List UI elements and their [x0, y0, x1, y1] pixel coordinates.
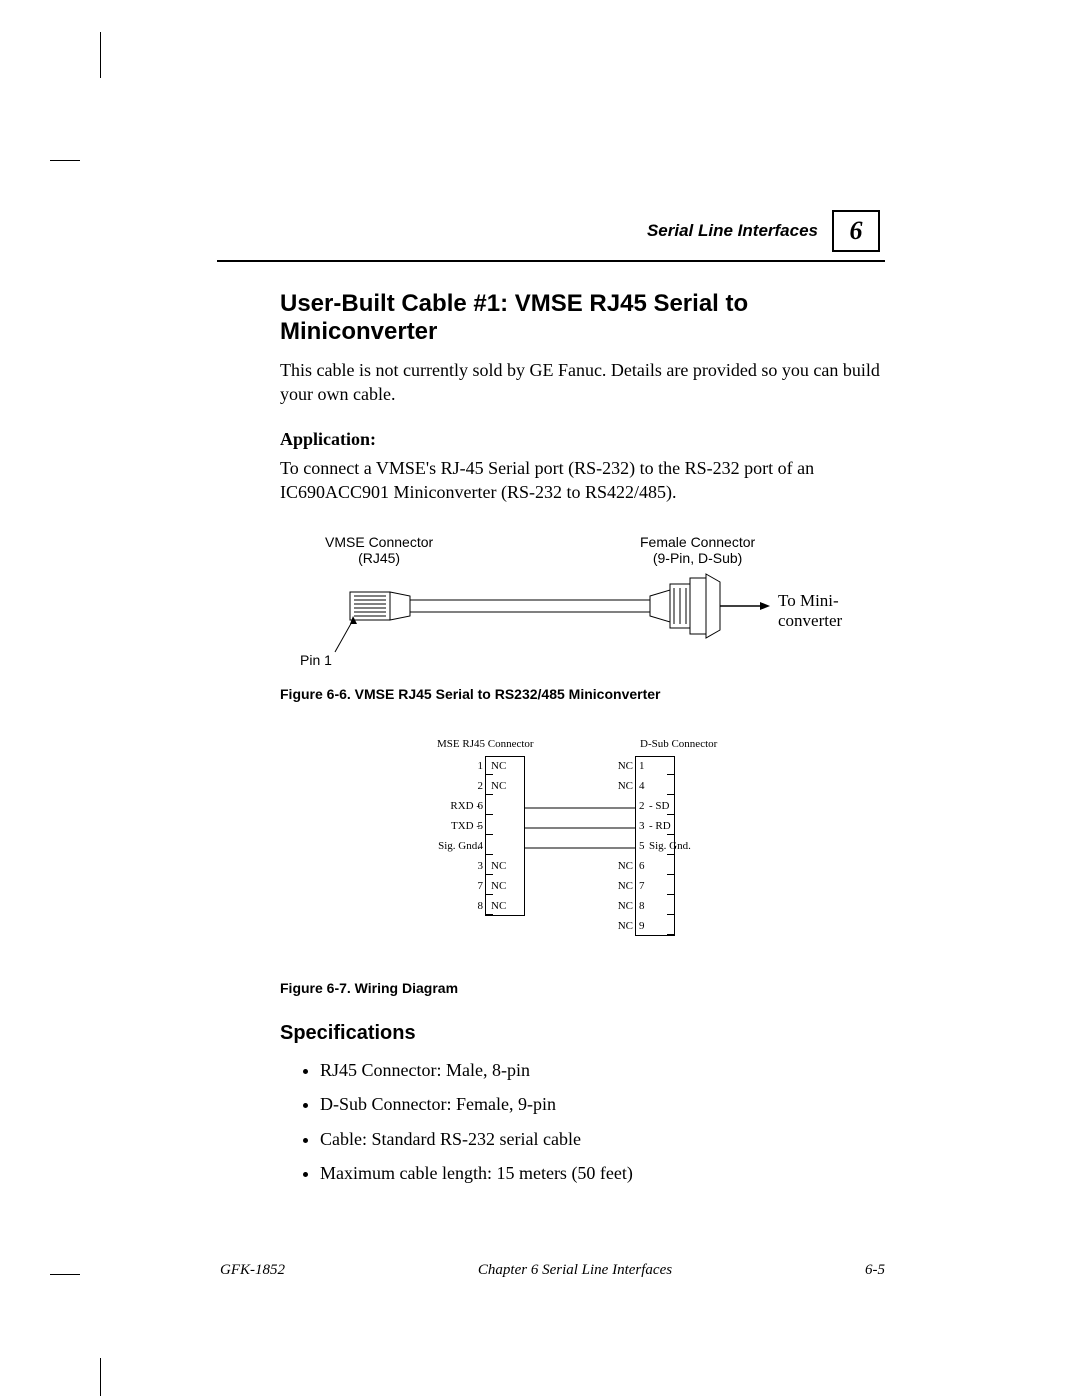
spec-item: RJ45 Connector: Male, 8-pin: [320, 1053, 890, 1087]
pin1-label: Pin 1: [300, 652, 332, 668]
cable-diagram: VMSE Connector (RJ45) Female Connector (…: [300, 534, 880, 674]
wiring-right-suffix: - SD: [649, 800, 669, 812]
wiring-right-label: NC: [613, 880, 633, 892]
wiring-tick: [667, 874, 675, 875]
wiring-tick: [667, 774, 675, 775]
wiring-left-pin: 5: [473, 820, 483, 832]
section-title: User-Built Cable #1: VMSE RJ45 Serial to…: [280, 290, 890, 346]
wiring-right-label: NC: [613, 920, 633, 932]
wiring-left-pin: 6: [473, 800, 483, 812]
application-label: Application:: [280, 429, 890, 450]
wiring-left-pin: 7: [473, 880, 483, 892]
wiring-right-pin: 1: [639, 760, 645, 772]
crop-mark: [50, 1274, 80, 1275]
wiring-right-pin: 8: [639, 900, 645, 912]
application-text: To connect a VMSE's RJ-45 Serial port (R…: [280, 456, 890, 505]
wiring-left-label: NC: [491, 860, 506, 872]
spec-item: Maximum cable length: 15 meters (50 feet…: [320, 1156, 890, 1190]
page-root: Serial Line Interfaces 6 User-Built Cabl…: [0, 0, 1080, 1397]
wiring-tick: [485, 834, 493, 835]
wiring-tick: [667, 914, 675, 915]
wiring-right-pin: 2: [639, 800, 645, 812]
to-mini-l2: converter: [778, 611, 842, 630]
crop-mark: [100, 32, 101, 78]
spec-item: D-Sub Connector: Female, 9-pin: [320, 1087, 890, 1121]
wiring-tick: [667, 794, 675, 795]
wiring-diagram: MSE RJ45 Connector D-Sub Connector 1NC2N…: [385, 738, 785, 968]
wiring-right-pin: 6: [639, 860, 645, 872]
wiring-tick: [485, 914, 493, 915]
chapter-number: 6: [850, 216, 863, 246]
wiring-tick: [485, 774, 493, 775]
spec-list: RJ45 Connector: Male, 8-pinD-Sub Connect…: [280, 1053, 890, 1190]
footer: GFK-1852 Chapter 6 Serial Line Interface…: [220, 1262, 885, 1279]
wiring-right-label: NC: [613, 900, 633, 912]
wiring-left-label: NC: [491, 880, 506, 892]
wiring-right-pin: 3: [639, 820, 645, 832]
wiring-left-pin: 3: [473, 860, 483, 872]
wiring-left-label: NC: [491, 900, 506, 912]
chapter-title: Serial Line Interfaces: [647, 221, 818, 241]
wiring-tick: [485, 854, 493, 855]
wiring-right-suffix: Sig. Gnd.: [649, 840, 691, 852]
wiring-right-label: NC: [613, 860, 633, 872]
wiring-right-label: NC: [613, 780, 633, 792]
figure-6-7-caption: Figure 6-7. Wiring Diagram: [280, 980, 890, 996]
specs-heading: Specifications: [280, 1022, 890, 1045]
chapter-number-box: 6: [832, 210, 880, 252]
wiring-right-pin: 4: [639, 780, 645, 792]
wiring-left-prefix: RXD -: [400, 800, 480, 812]
wiring-right-title: D-Sub Connector: [640, 738, 717, 750]
spec-item: Cable: Standard RS-232 serial cable: [320, 1122, 890, 1156]
wiring-right-pin: 5: [639, 840, 645, 852]
wiring-tick: [667, 894, 675, 895]
wiring-right-suffix: - RD: [649, 820, 671, 832]
wiring-left-pin: 8: [473, 900, 483, 912]
footer-left: GFK-1852: [220, 1262, 285, 1279]
wiring-tick: [485, 874, 493, 875]
wiring-tick: [485, 894, 493, 895]
wiring-svg: [385, 738, 785, 968]
wiring-tick: [667, 934, 675, 935]
figure-6-6-caption: Figure 6-6. VMSE RJ45 Serial to RS232/48…: [280, 686, 890, 702]
wiring-left-prefix: TXD -: [400, 820, 480, 832]
crop-mark: [100, 1358, 101, 1396]
header-rule: [217, 260, 885, 262]
footer-right: 6-5: [865, 1262, 885, 1279]
chapter-header: Serial Line Interfaces 6: [0, 210, 1080, 252]
wiring-tick: [667, 814, 675, 815]
wiring-right-pin: 7: [639, 880, 645, 892]
wiring-left-pin: 4: [473, 840, 483, 852]
footer-mid: Chapter 6 Serial Line Interfaces: [478, 1262, 672, 1279]
wiring-left-title: MSE RJ45 Connector: [437, 738, 534, 750]
intro-paragraph: This cable is not currently sold by GE F…: [280, 358, 890, 407]
wiring-left-label: NC: [491, 760, 506, 772]
wiring-left-pin: 1: [473, 760, 483, 772]
wiring-left-pin: 2: [473, 780, 483, 792]
wiring-left-label: NC: [491, 780, 506, 792]
content-area: User-Built Cable #1: VMSE RJ45 Serial to…: [280, 290, 890, 1190]
to-mini-l1: To Mini-: [778, 591, 839, 610]
wiring-tick: [667, 854, 675, 855]
wiring-right-pin: 9: [639, 920, 645, 932]
wiring-tick: [485, 814, 493, 815]
wiring-tick: [667, 834, 675, 835]
wiring-tick: [485, 794, 493, 795]
to-miniconverter-label: To Mini- converter: [778, 591, 842, 631]
wiring-left-prefix: Sig. Gnd.: [400, 840, 480, 852]
crop-mark: [50, 160, 80, 161]
wiring-right-label: NC: [613, 760, 633, 772]
